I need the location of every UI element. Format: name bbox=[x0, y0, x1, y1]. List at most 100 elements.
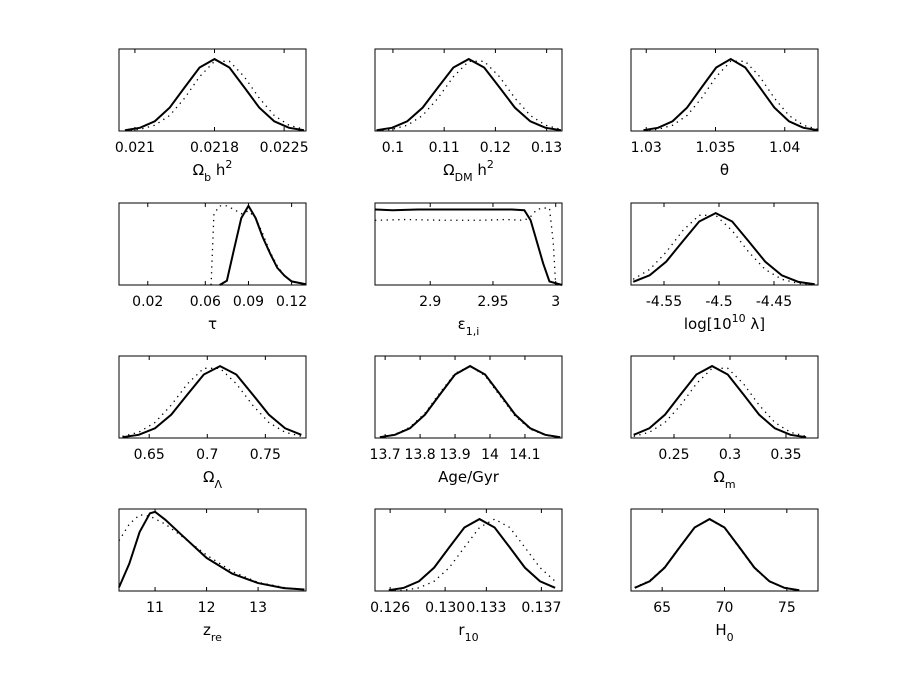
x-tick-label: 0.65 bbox=[134, 447, 165, 463]
curve bbox=[376, 60, 562, 132]
x-tick-label: 0.137 bbox=[521, 600, 561, 616]
label-part: 10 bbox=[732, 312, 746, 325]
x-tick-label: -4.55 bbox=[646, 294, 682, 310]
x-tick-label: 0.12 bbox=[480, 140, 511, 156]
x-tick-label: 13 bbox=[249, 600, 267, 616]
panel: 13.7 13.8 13.9 14 14.1 Age/Gyr bbox=[370, 355, 563, 486]
x-tick-label: -4.45 bbox=[756, 294, 792, 310]
label-part: Ω bbox=[193, 161, 204, 179]
x-axis-label: Age/Gyr bbox=[438, 468, 500, 486]
label-part: z bbox=[203, 621, 211, 639]
x-tick-label: 13.8 bbox=[405, 447, 436, 463]
label-part: Age/Gyr bbox=[438, 468, 500, 486]
label-part: Ω bbox=[203, 468, 214, 486]
x-axis-label: H0 bbox=[715, 621, 733, 644]
x-tick-label: 1.035 bbox=[695, 140, 735, 156]
label-part: Ω bbox=[713, 468, 724, 486]
label-part: re bbox=[211, 631, 222, 644]
panel: 0.65 0.7 0.75 ΩΛ bbox=[118, 355, 307, 491]
curve bbox=[643, 57, 819, 132]
label-part: λ] bbox=[746, 315, 766, 333]
curve bbox=[124, 60, 305, 132]
x-tick-label: 0.1 bbox=[382, 140, 404, 156]
x-tick-label: 65 bbox=[653, 600, 671, 616]
label-part: 10 bbox=[465, 631, 479, 644]
x-tick-label: 3 bbox=[551, 294, 560, 310]
x-tick-label: 14 bbox=[481, 447, 499, 463]
x-tick-label: -4.5 bbox=[705, 294, 732, 310]
axes-box bbox=[118, 508, 307, 592]
x-tick-label: 0.7 bbox=[196, 447, 218, 463]
x-tick-label: 0.133 bbox=[466, 600, 506, 616]
axes-box bbox=[374, 508, 563, 592]
x-tick-label: 0.13 bbox=[531, 140, 562, 156]
x-tick-label: 14.1 bbox=[509, 447, 540, 463]
axes-box bbox=[630, 48, 819, 132]
label-part: h bbox=[211, 161, 225, 179]
curve bbox=[633, 367, 807, 437]
axes-box bbox=[630, 355, 819, 439]
x-tick-label: 0.35 bbox=[770, 447, 801, 463]
curve bbox=[379, 364, 561, 439]
x-tick-label: 0.75 bbox=[250, 447, 281, 463]
curve bbox=[634, 517, 800, 592]
curve bbox=[376, 57, 562, 132]
x-tick-label: 0.02 bbox=[132, 294, 163, 310]
label-part: Λ bbox=[214, 478, 222, 491]
panel: 0.1 0.11 0.12 0.13 ΩDM h2 bbox=[374, 48, 563, 184]
axes-box bbox=[630, 202, 819, 286]
x-tick-label: 12 bbox=[198, 600, 216, 616]
curve bbox=[388, 517, 556, 592]
x-axis-label: τ bbox=[208, 315, 217, 333]
x-axis-label: r10 bbox=[458, 621, 478, 644]
panel: 1.03 1.035 1.04 θ bbox=[630, 48, 819, 179]
x-tick-label: 0.126 bbox=[370, 600, 410, 616]
label-part: log[10 bbox=[684, 315, 732, 333]
label-part: 0 bbox=[727, 631, 734, 644]
curve bbox=[379, 365, 561, 438]
x-axis-label: ε1,i bbox=[458, 315, 480, 338]
axes-box bbox=[118, 355, 307, 439]
axes-box bbox=[374, 202, 563, 286]
label-part: m bbox=[725, 478, 736, 491]
x-tick-label: 1.04 bbox=[769, 140, 800, 156]
panel: 0.02 0.06 0.09 0.12 τ bbox=[118, 202, 307, 333]
label-part: ε bbox=[458, 315, 466, 333]
curve bbox=[633, 364, 807, 439]
x-axis-label: log[1010 λ] bbox=[684, 312, 765, 333]
x-tick-label: 0.021 bbox=[115, 140, 155, 156]
panel: 65 70 75 H0 bbox=[630, 508, 819, 644]
curve bbox=[210, 205, 307, 286]
label-part: r bbox=[458, 621, 465, 639]
x-tick-label: 75 bbox=[778, 600, 796, 616]
x-axis-label: ΩΛ bbox=[203, 468, 222, 491]
axes-box bbox=[118, 202, 307, 286]
x-axis-label: ΩDM h2 bbox=[443, 158, 494, 184]
panel: -4.55 -4.5 -4.45 log[1010 λ] bbox=[630, 202, 819, 333]
x-tick-label: 13.9 bbox=[439, 447, 470, 463]
x-tick-label: 11 bbox=[146, 600, 164, 616]
label-part: 1,i bbox=[466, 325, 480, 338]
x-tick-label: 0.06 bbox=[190, 294, 221, 310]
panel: 0.126 0.130 0.133 0.137 r10 bbox=[370, 508, 563, 644]
x-tick-label: 1.03 bbox=[631, 140, 662, 156]
axes-box bbox=[374, 355, 563, 439]
x-axis-label: Ωb h2 bbox=[193, 158, 233, 184]
x-tick-label: 2.95 bbox=[477, 294, 508, 310]
axes-box bbox=[630, 508, 819, 592]
curve bbox=[388, 518, 556, 592]
x-tick-label: 0.3 bbox=[719, 447, 741, 463]
curve bbox=[122, 367, 302, 437]
x-tick-label: 0.0218 bbox=[190, 140, 239, 156]
curve bbox=[118, 510, 305, 591]
x-tick-label: 0.25 bbox=[658, 447, 689, 463]
x-tick-label: 13.7 bbox=[370, 447, 401, 463]
panel: 0.021 0.0218 0.0225 Ωb h2 bbox=[115, 48, 309, 184]
curve bbox=[374, 207, 557, 286]
label-part: Ω bbox=[443, 161, 454, 179]
label-part: DM bbox=[455, 171, 473, 184]
label-part: 2 bbox=[225, 158, 232, 171]
x-tick-label: 0.0225 bbox=[260, 140, 309, 156]
x-tick-label: 0.11 bbox=[429, 140, 460, 156]
